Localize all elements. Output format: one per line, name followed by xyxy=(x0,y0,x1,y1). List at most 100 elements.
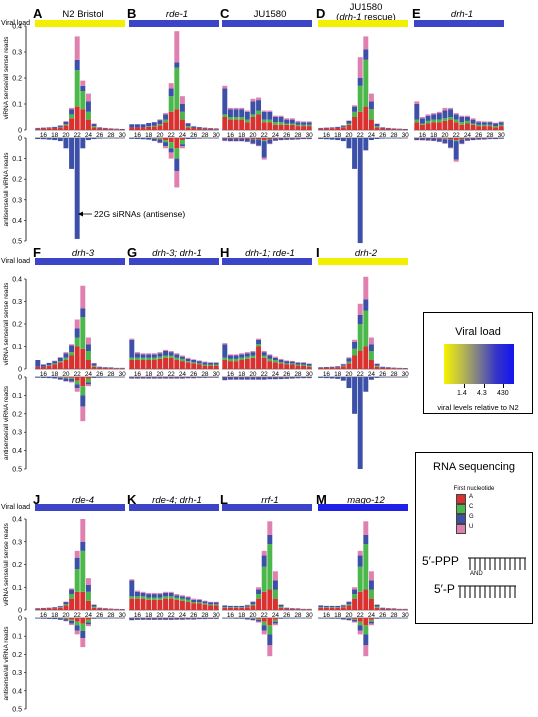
sense-bar-g xyxy=(374,363,380,366)
sense-bar-c xyxy=(272,589,278,599)
antisense-bar-g xyxy=(196,138,202,139)
sense-bar-u xyxy=(222,343,228,345)
antisense-bar-u xyxy=(85,384,91,387)
sense-bar-u xyxy=(151,353,157,355)
sense-bar-u xyxy=(464,115,470,117)
sense-bar-u xyxy=(146,592,152,595)
sense-bar-c xyxy=(267,544,273,590)
sense-bar-g xyxy=(213,128,219,130)
y-tick-label: 0.3 xyxy=(12,539,22,546)
y-tick-label: 0.5 xyxy=(12,239,22,246)
antisense-bar-c xyxy=(363,625,369,635)
sense-bar-a xyxy=(114,609,120,610)
sense-bar-a xyxy=(46,365,52,369)
sense-bar-g xyxy=(284,361,290,364)
x-tick-label: 20 xyxy=(249,371,257,378)
sense-bar-g xyxy=(431,114,437,120)
y-tick-label: 0.3 xyxy=(12,50,22,57)
sense-bar-g xyxy=(239,354,245,358)
sense-bar-a xyxy=(196,364,202,369)
sense-bar-u xyxy=(352,105,358,107)
panel-c: C JU1580 16 18 20 22 24 26 28 30 xyxy=(220,6,313,160)
antisense-bar-g xyxy=(227,377,233,380)
sense-bar-a xyxy=(213,365,219,369)
antisense-bar-g xyxy=(380,377,386,378)
sense-bar-c xyxy=(284,123,290,125)
sense-bar-g xyxy=(239,109,245,117)
antisense-bar-g xyxy=(202,618,208,620)
sense-bar-u xyxy=(80,80,86,86)
sense-bar-g xyxy=(368,580,374,590)
sense-bar-u xyxy=(346,601,352,603)
sense-bar-u xyxy=(196,360,202,362)
antisense-bar-g xyxy=(318,377,324,378)
viral-load-bar xyxy=(129,258,219,265)
x-tick-label: 24 xyxy=(179,132,187,139)
sense-bar-u xyxy=(85,93,91,102)
antisense-bar-g xyxy=(244,138,250,142)
sense-bar-a xyxy=(352,355,358,369)
sense-bar-g xyxy=(208,128,214,129)
panel-letter: C xyxy=(220,6,230,21)
sense-bar-u xyxy=(239,353,245,355)
sense-bar-c xyxy=(414,119,420,123)
sense-bar-a xyxy=(385,608,391,610)
antisense-bar-g xyxy=(185,377,191,379)
antisense-bar-u xyxy=(157,142,163,144)
sense-bar-c xyxy=(140,596,146,599)
sense-bar-g xyxy=(196,127,202,129)
sense-bar-c xyxy=(431,119,437,123)
viral-load-bar xyxy=(222,258,312,265)
x-tick-label: 30 xyxy=(498,132,506,139)
sense-bar-a xyxy=(357,351,363,369)
sense-bar-g xyxy=(363,49,369,60)
sense-bar-c xyxy=(91,365,97,367)
sense-bar-g xyxy=(222,605,228,608)
antisense-bar-u xyxy=(69,381,75,383)
y-tick-label: 0.1 xyxy=(12,393,22,400)
viral-load-label: Viral load xyxy=(1,20,30,27)
sense-bar-c xyxy=(69,352,75,356)
sense-bar-a xyxy=(134,360,140,369)
antisense-bar-g xyxy=(267,139,273,144)
sense-bar-a xyxy=(453,122,459,130)
sense-bar-a xyxy=(114,129,120,130)
y-axis-title-sense: viRNA sense/all sense reads xyxy=(3,282,10,365)
x-tick-label: 24 xyxy=(464,132,472,139)
panel-strain-name: rde-4; drh-1 xyxy=(152,495,202,506)
antisense-bar-g xyxy=(140,618,146,620)
y-tick-label: 0.2 xyxy=(12,177,22,184)
sense-bar-a xyxy=(250,357,256,369)
antisense-bar-g xyxy=(163,377,169,379)
sense-bar-a xyxy=(402,609,408,610)
panel-letter: L xyxy=(220,492,228,507)
sense-bar-a xyxy=(222,607,228,610)
sense-bar-g xyxy=(250,602,256,605)
sense-bar-g xyxy=(323,605,329,608)
x-tick-label: 24 xyxy=(85,371,93,378)
x-tick-label: 22 xyxy=(168,612,176,619)
sense-bar-c xyxy=(168,596,174,599)
y-tick-label: 0.1 xyxy=(12,156,22,163)
sense-bar-u xyxy=(239,107,245,110)
antisense-bar-g xyxy=(464,138,470,141)
sense-bar-c xyxy=(368,109,374,120)
sense-bar-g xyxy=(284,119,290,124)
antisense-bar-g xyxy=(414,138,420,141)
sense-bar-g xyxy=(185,597,191,600)
x-tick-label: 26 xyxy=(190,132,198,139)
x-tick-label: 20 xyxy=(156,132,164,139)
antisense-bar-a xyxy=(69,377,75,378)
antisense-bar-g xyxy=(168,618,174,620)
antisense-bar-g xyxy=(129,377,135,379)
x-tick-label: 16 xyxy=(134,132,142,139)
antisense-bar-a xyxy=(163,138,169,141)
antisense-bar-g xyxy=(157,618,163,620)
antisense-bar-g xyxy=(213,618,219,619)
sense-bar-a xyxy=(267,122,273,130)
sense-bar-a xyxy=(476,126,482,130)
sense-bar-g xyxy=(272,117,278,123)
sense-bar-g xyxy=(272,580,278,590)
sense-bar-c xyxy=(85,111,91,120)
